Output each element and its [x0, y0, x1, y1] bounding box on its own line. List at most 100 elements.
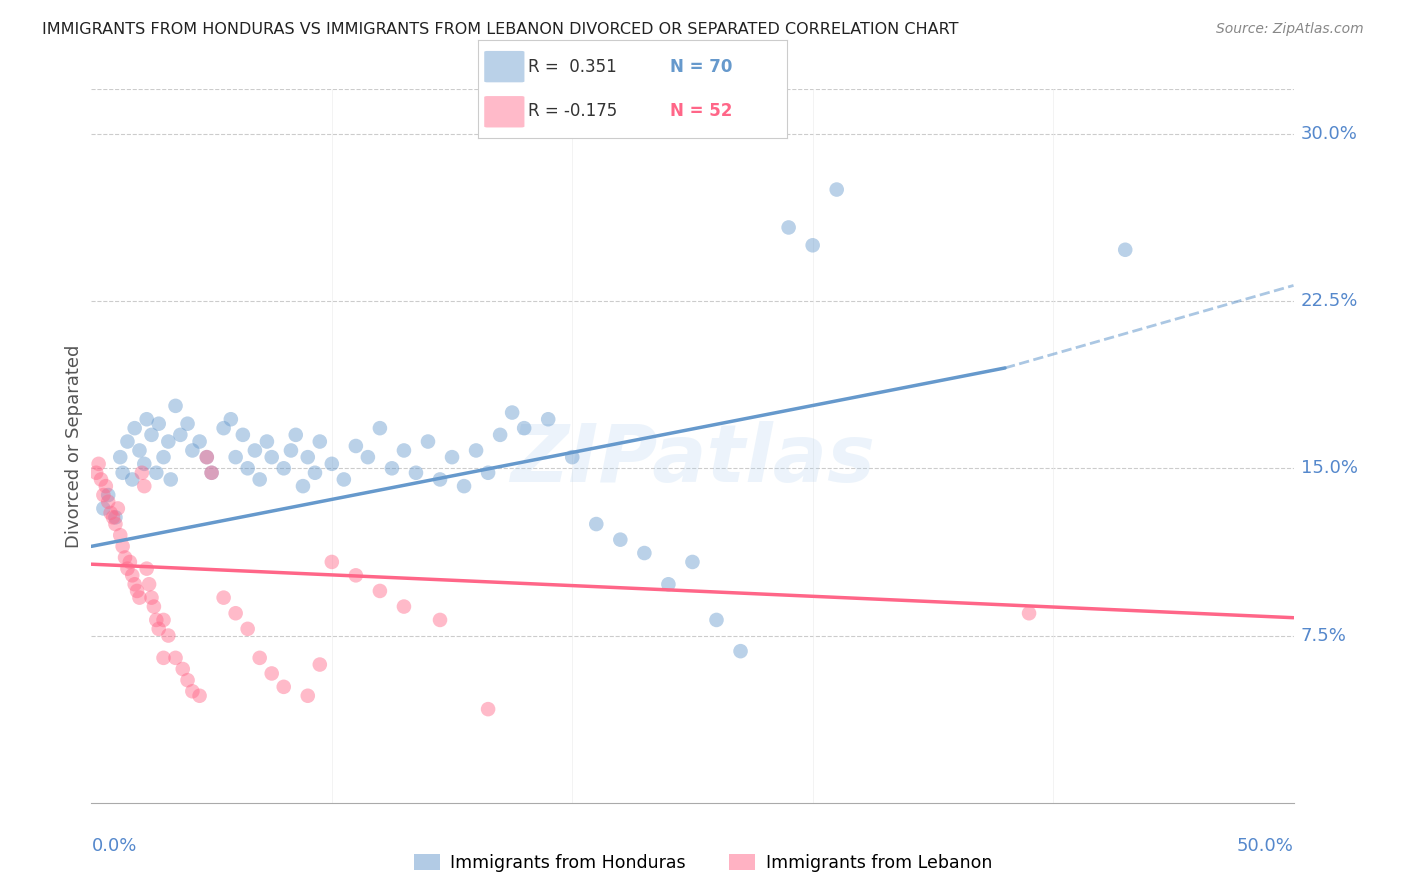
Legend: Immigrants from Honduras, Immigrants from Lebanon: Immigrants from Honduras, Immigrants fro… — [406, 847, 1000, 879]
Point — [730, 644, 752, 658]
Point — [260, 666, 283, 681]
Point — [165, 651, 187, 665]
Point — [477, 702, 499, 716]
Point — [157, 628, 180, 642]
Point — [657, 577, 679, 591]
Point — [280, 443, 302, 458]
Text: 7.5%: 7.5% — [1301, 626, 1347, 645]
Point — [152, 613, 174, 627]
Text: 15.0%: 15.0% — [1301, 459, 1358, 477]
Point — [135, 562, 157, 576]
Point — [97, 488, 120, 502]
Point — [344, 568, 367, 582]
Point — [477, 466, 499, 480]
Point — [118, 555, 141, 569]
Point — [801, 238, 824, 252]
Point — [104, 510, 127, 524]
Point — [609, 533, 631, 547]
Point — [111, 466, 134, 480]
Point — [145, 466, 167, 480]
Point — [148, 622, 170, 636]
Point — [100, 506, 122, 520]
Point — [243, 443, 266, 458]
Point — [681, 555, 703, 569]
Point — [513, 421, 536, 435]
Point — [308, 657, 330, 672]
Point — [111, 539, 134, 553]
Point — [344, 439, 367, 453]
FancyBboxPatch shape — [484, 51, 524, 82]
Point — [110, 528, 132, 542]
Point — [152, 450, 174, 465]
Point — [297, 689, 319, 703]
Point — [225, 607, 247, 621]
Point — [125, 583, 148, 598]
Point — [188, 689, 211, 703]
Point — [321, 555, 343, 569]
FancyBboxPatch shape — [484, 96, 524, 128]
Point — [84, 466, 107, 480]
Point — [453, 479, 475, 493]
Point — [273, 680, 295, 694]
Point — [585, 517, 607, 532]
Point — [321, 457, 343, 471]
Point — [249, 473, 271, 487]
Point — [706, 613, 728, 627]
Point — [121, 473, 143, 487]
Point — [825, 182, 848, 196]
Point — [392, 599, 415, 614]
Point — [172, 662, 194, 676]
Point — [489, 427, 512, 442]
Point — [219, 412, 242, 426]
Point — [333, 473, 356, 487]
Point — [778, 220, 800, 235]
Point — [152, 651, 174, 665]
Point — [176, 417, 198, 431]
Text: R =  0.351: R = 0.351 — [527, 58, 616, 76]
Point — [117, 562, 139, 576]
Point — [405, 466, 427, 480]
Point — [114, 550, 136, 565]
Text: 50.0%: 50.0% — [1237, 837, 1294, 855]
Point — [94, 479, 117, 493]
Point — [134, 479, 156, 493]
Point — [236, 461, 259, 475]
Point — [128, 443, 150, 458]
Point — [291, 479, 314, 493]
Point — [225, 450, 247, 465]
Point — [148, 417, 170, 431]
Point — [104, 517, 127, 532]
Point — [131, 466, 153, 480]
Point — [416, 434, 439, 449]
Text: IMMIGRANTS FROM HONDURAS VS IMMIGRANTS FROM LEBANON DIVORCED OR SEPARATED CORREL: IMMIGRANTS FROM HONDURAS VS IMMIGRANTS F… — [42, 22, 959, 37]
Point — [142, 599, 165, 614]
Point — [93, 488, 115, 502]
Point — [134, 457, 156, 471]
Point — [429, 473, 451, 487]
Point — [1114, 243, 1136, 257]
Point — [201, 466, 224, 480]
Point — [117, 434, 139, 449]
Point — [121, 568, 143, 582]
Point — [124, 577, 146, 591]
Point — [232, 427, 254, 442]
Text: N = 52: N = 52 — [669, 102, 733, 120]
Point — [110, 450, 132, 465]
Point — [138, 577, 160, 591]
Point — [212, 421, 235, 435]
Point — [357, 450, 380, 465]
Point — [392, 443, 415, 458]
Point — [249, 651, 271, 665]
Point — [440, 450, 463, 465]
Point — [297, 450, 319, 465]
Point — [212, 591, 235, 605]
Point — [368, 583, 391, 598]
Point — [633, 546, 655, 560]
Text: 30.0%: 30.0% — [1301, 125, 1357, 143]
Text: R = -0.175: R = -0.175 — [527, 102, 617, 120]
Point — [308, 434, 330, 449]
Point — [256, 434, 278, 449]
Point — [273, 461, 295, 475]
Point — [141, 427, 163, 442]
Point — [159, 473, 181, 487]
